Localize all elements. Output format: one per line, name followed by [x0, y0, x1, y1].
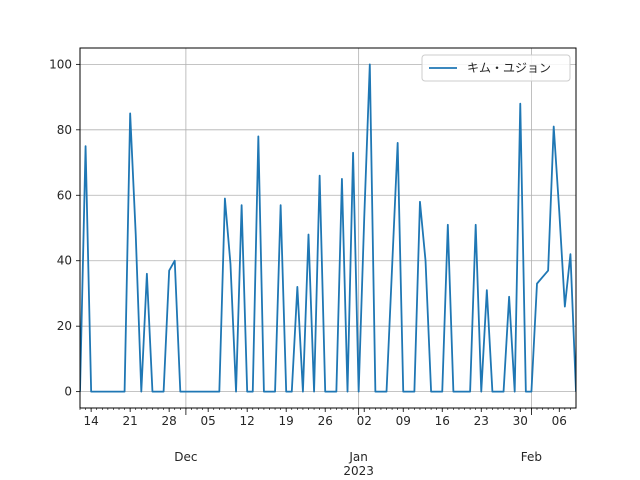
legend-label: キム・ユジョン [467, 61, 551, 75]
series-line [80, 63, 576, 393]
x-week-tick-label: 06 [552, 414, 567, 428]
plot-frame [79, 47, 577, 409]
legend-box [421, 54, 571, 82]
legend: キム・ユジョン [421, 54, 571, 82]
x-week-tick-label: 21 [123, 414, 138, 428]
x-month-tick-label: Jan [348, 450, 368, 464]
x-week-tick-label: 19 [279, 414, 294, 428]
x-week-tick-label: 14 [84, 414, 99, 428]
x-month-tick-label: Feb [521, 450, 542, 464]
y-tick-label: 60 [57, 188, 72, 202]
y-tick-label: 40 [57, 254, 72, 268]
x-week-tick-label: 05 [201, 414, 216, 428]
x-month-tick-label: Dec [174, 450, 197, 464]
x-year-label: 2023 [343, 464, 374, 478]
x-week-tick-label: 12 [240, 414, 255, 428]
x-week-tick-label: 26 [318, 414, 333, 428]
x-week-tick-label: 23 [474, 414, 489, 428]
series-lines [80, 63, 576, 393]
y-tick-label: 20 [57, 319, 72, 333]
axis-ticks: 0 20 40 60 80 100 14 21 28 05 12 19 26 02 09 16 23 30 06 De… [49, 57, 571, 478]
y-tick-label: 0 [64, 385, 72, 399]
x-week-tick-label: 30 [513, 414, 528, 428]
x-week-tick-label: 02 [357, 414, 372, 428]
x-week-tick-label: 09 [396, 414, 411, 428]
y-tick-label: 100 [49, 57, 72, 71]
x-week-tick-label: 16 [435, 414, 450, 428]
y-tick-label: 80 [57, 123, 72, 137]
x-week-tick-label: 28 [162, 414, 177, 428]
